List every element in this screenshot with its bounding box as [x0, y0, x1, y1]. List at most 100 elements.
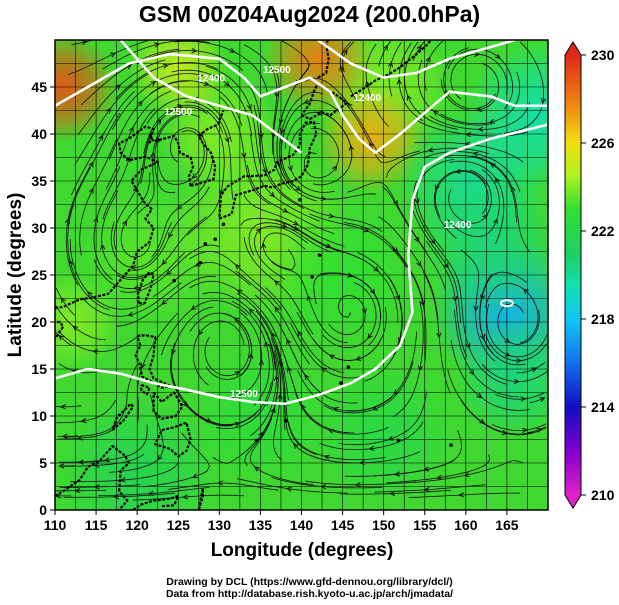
streamline: [416, 159, 455, 253]
streamline-arrow: [72, 325, 79, 331]
streamline-arrow: [393, 389, 400, 396]
y-tick-label: 5: [39, 455, 47, 471]
streamline: [386, 454, 491, 484]
colorbar: 230 226 222 218 214 210: [564, 41, 615, 509]
streamline: [323, 361, 414, 414]
streamline: [423, 151, 521, 193]
y-tick-label: 45: [31, 79, 47, 95]
streamline-arrow: [234, 370, 241, 376]
streamline: [433, 169, 486, 239]
streamline-arrow: [325, 243, 332, 249]
closed-contour: [499, 299, 514, 308]
geopotential-contour: [55, 123, 548, 406]
streamline: [429, 101, 531, 130]
streamline-arrow: [427, 147, 434, 153]
streamline: [57, 429, 113, 440]
streamline: [81, 48, 180, 106]
streamline: [338, 391, 427, 446]
streamline: [294, 390, 389, 435]
contour-label: 12400: [444, 220, 472, 231]
streamline-arrow: [292, 225, 299, 231]
streamline: [151, 156, 214, 258]
streamline-arrow: [320, 484, 327, 490]
streamline: [309, 213, 408, 269]
streamline: [497, 303, 540, 345]
streamline: [485, 282, 539, 344]
streamline-arrow: [513, 378, 520, 385]
streamline-arrow: [479, 418, 486, 425]
credits: Drawing by DCL (https://www.gfd-dennou.o…: [0, 576, 619, 600]
streamline: [422, 271, 451, 394]
geopotential-contour: [317, 40, 516, 79]
x-tick-label: 145: [331, 517, 355, 533]
streamline: [279, 324, 358, 404]
coastline: [55, 125, 159, 309]
streamline: [391, 246, 427, 363]
geopotential-contour: [119, 40, 303, 154]
streamline: [339, 489, 452, 495]
streamline-arrow: [269, 191, 276, 198]
x-tick-label: 150: [372, 517, 396, 533]
coastline: [300, 82, 348, 121]
streamline-arrow: [217, 480, 223, 486]
streamline-arrow: [81, 40, 88, 46]
streamline-arrow: [98, 134, 104, 141]
streamline-arrow: [419, 300, 425, 307]
streamline: [55, 305, 106, 341]
coastline: [140, 383, 151, 396]
streamline: [112, 73, 205, 130]
streamline-arrow: [539, 397, 546, 402]
streamline: [278, 91, 323, 187]
streamline-arrow: [273, 280, 280, 286]
streamline-arrow: [281, 222, 288, 228]
streamline-arrow: [246, 104, 252, 111]
streamline-arrow: [367, 333, 373, 340]
x-axis-ticks: 110 115 120 125 130 135 140 145 150 155 160 165: [44, 510, 519, 533]
coastline: [55, 320, 65, 340]
streamline-arrow: [147, 490, 154, 496]
streamline: [253, 104, 305, 209]
streamline: [70, 462, 179, 483]
streamline: [240, 217, 345, 254]
streamline-arrow: [414, 236, 420, 243]
streamline: [102, 108, 156, 220]
streamline-arrow: [93, 216, 99, 223]
streamline-arrow: [93, 462, 100, 468]
streamline-arrow: [105, 107, 111, 114]
x-tick-label: 110: [44, 517, 67, 533]
x-tick-label: 140: [290, 517, 314, 533]
streamline: [170, 306, 213, 407]
streamline-arrow: [359, 460, 365, 466]
streamline-arrow: [258, 359, 264, 366]
streamline-arrow: [274, 92, 280, 98]
streamline: [57, 330, 141, 353]
streamline-arrow: [258, 431, 264, 438]
streamline: [424, 40, 444, 91]
colorbar-max-arrow: [565, 42, 581, 55]
streamline: [347, 181, 427, 253]
streamline: [246, 164, 335, 235]
coastline: [197, 487, 204, 510]
streamline-arrow: [504, 351, 511, 357]
streamline-arrow: [168, 232, 174, 239]
temperature-field-patch: [55, 40, 119, 142]
island: [317, 253, 322, 258]
streamline: [413, 180, 462, 293]
streamline: [69, 239, 144, 310]
coastline: [55, 445, 130, 510]
coastline: [190, 110, 225, 187]
streamline-arrow: [494, 177, 501, 184]
streamline: [167, 482, 279, 491]
streamline-arrow: [392, 199, 398, 206]
streamline-arrow: [306, 294, 312, 301]
y-tick-label: 20: [31, 314, 47, 330]
streamline-arrow: [473, 305, 479, 312]
streamline-arrow: [277, 359, 284, 367]
streamline: [67, 40, 149, 76]
streamline: [414, 459, 524, 483]
streamline-arrow: [234, 263, 241, 270]
streamline-arrow: [236, 289, 243, 295]
streamline-arrow: [274, 306, 280, 313]
coastline: [148, 133, 195, 186]
streamline: [471, 155, 531, 253]
